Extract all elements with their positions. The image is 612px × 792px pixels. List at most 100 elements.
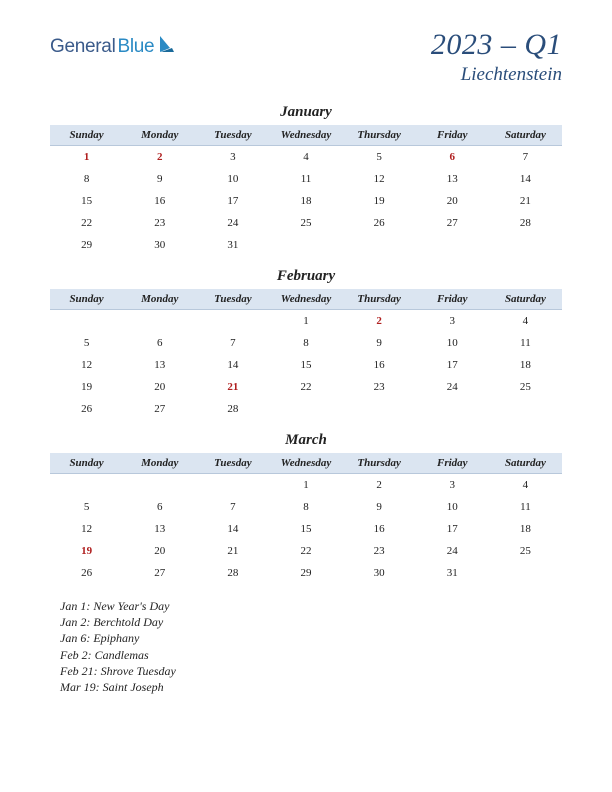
calendar-cell bbox=[489, 562, 562, 584]
calendar-cell: 23 bbox=[343, 376, 416, 398]
calendar-table: SundayMondayTuesdayWednesdayThursdayFrid… bbox=[50, 125, 562, 256]
calendar-cell: 26 bbox=[343, 212, 416, 234]
day-header: Monday bbox=[123, 125, 196, 146]
calendar-cell: 12 bbox=[50, 354, 123, 376]
day-header: Friday bbox=[416, 125, 489, 146]
calendar-cell: 21 bbox=[489, 190, 562, 212]
calendar-row: 19202122232425 bbox=[50, 540, 562, 562]
calendar-cell: 11 bbox=[489, 496, 562, 518]
calendar-cell bbox=[343, 398, 416, 420]
calendar-cell: 20 bbox=[123, 540, 196, 562]
calendar-cell: 28 bbox=[196, 398, 269, 420]
calendar-cell: 18 bbox=[269, 190, 342, 212]
holiday-item: Jan 1: New Year's Day bbox=[60, 598, 562, 614]
calendar-cell: 20 bbox=[123, 376, 196, 398]
calendar-cell bbox=[196, 474, 269, 497]
calendar-cell: 15 bbox=[269, 354, 342, 376]
calendar-cell bbox=[123, 310, 196, 333]
calendar-cell bbox=[269, 234, 342, 256]
calendar-cell: 15 bbox=[50, 190, 123, 212]
month-block: MarchSundayMondayTuesdayWednesdayThursda… bbox=[50, 432, 562, 584]
calendar-table: SundayMondayTuesdayWednesdayThursdayFrid… bbox=[50, 289, 562, 420]
calendar-cell: 25 bbox=[489, 540, 562, 562]
day-header: Tuesday bbox=[196, 125, 269, 146]
calendar-row: 1234 bbox=[50, 474, 562, 497]
day-header: Friday bbox=[416, 453, 489, 474]
calendar-cell: 13 bbox=[123, 518, 196, 540]
holiday-item: Jan 2: Berchtold Day bbox=[60, 614, 562, 630]
calendar-cell: 10 bbox=[416, 496, 489, 518]
calendar-row: 15161718192021 bbox=[50, 190, 562, 212]
calendar-cell: 15 bbox=[269, 518, 342, 540]
month-block: February SundayMondayTuesdayWednesdayThur… bbox=[50, 268, 562, 420]
calendar-cell: 9 bbox=[343, 332, 416, 354]
calendar-cell: 7 bbox=[489, 146, 562, 169]
calendar-cell: 19 bbox=[50, 376, 123, 398]
calendar-cell: 10 bbox=[416, 332, 489, 354]
calendar-row: 12131415161718 bbox=[50, 354, 562, 376]
calendar-cell: 18 bbox=[489, 354, 562, 376]
logo-sail-icon bbox=[158, 34, 176, 59]
calendar-cell: 22 bbox=[50, 212, 123, 234]
month-name: February bbox=[50, 268, 562, 285]
calendar-cell: 20 bbox=[416, 190, 489, 212]
calendar-row: 891011121314 bbox=[50, 168, 562, 190]
calendar-cell: 31 bbox=[196, 234, 269, 256]
calendar-cell: 4 bbox=[269, 146, 342, 169]
calendar-row: 1234 bbox=[50, 310, 562, 333]
calendar-cell: 10 bbox=[196, 168, 269, 190]
calendar-cell: 14 bbox=[489, 168, 562, 190]
calendar-cell: 17 bbox=[416, 354, 489, 376]
calendar-cell: 9 bbox=[343, 496, 416, 518]
day-header: Monday bbox=[123, 453, 196, 474]
calendar-cell: 16 bbox=[343, 518, 416, 540]
calendar-row: 12131415161718 bbox=[50, 518, 562, 540]
calendar-cell: 11 bbox=[489, 332, 562, 354]
calendar-cell: 6 bbox=[416, 146, 489, 169]
calendar-cell: 3 bbox=[416, 474, 489, 497]
day-header: Sunday bbox=[50, 289, 123, 310]
calendar-cell: 14 bbox=[196, 354, 269, 376]
calendar-cell: 5 bbox=[343, 146, 416, 169]
calendar-cell: 4 bbox=[489, 474, 562, 497]
calendar-cell: 9 bbox=[123, 168, 196, 190]
calendar-cell: 28 bbox=[489, 212, 562, 234]
calendar-cell: 7 bbox=[196, 496, 269, 518]
calendar-cell: 25 bbox=[489, 376, 562, 398]
logo-text-blue: Blue bbox=[118, 36, 155, 58]
day-header: Saturday bbox=[489, 125, 562, 146]
calendar-cell: 22 bbox=[269, 540, 342, 562]
months-container: JanuarySundayMondayTuesdayWednesdayThurs… bbox=[50, 104, 562, 584]
logo-text-general: General bbox=[50, 36, 116, 58]
day-header: Tuesday bbox=[196, 453, 269, 474]
calendar-row: 22232425262728 bbox=[50, 212, 562, 234]
page-subtitle: Liechtenstein bbox=[431, 64, 562, 86]
holiday-list: Jan 1: New Year's DayJan 2: Berchtold Da… bbox=[50, 598, 562, 695]
holiday-item: Feb 21: Shrove Tuesday bbox=[60, 663, 562, 679]
calendar-cell bbox=[489, 398, 562, 420]
calendar-cell bbox=[196, 310, 269, 333]
calendar-cell: 28 bbox=[196, 562, 269, 584]
day-header: Sunday bbox=[50, 453, 123, 474]
calendar-cell bbox=[489, 234, 562, 256]
holiday-item: Jan 6: Epiphany bbox=[60, 630, 562, 646]
calendar-cell: 16 bbox=[343, 354, 416, 376]
calendar-cell: 2 bbox=[343, 310, 416, 333]
calendar-cell: 7 bbox=[196, 332, 269, 354]
calendar-row: 1234567 bbox=[50, 146, 562, 169]
day-header: Friday bbox=[416, 289, 489, 310]
calendar-row: 567891011 bbox=[50, 496, 562, 518]
day-header: Thursday bbox=[343, 125, 416, 146]
calendar-cell: 4 bbox=[489, 310, 562, 333]
calendar-cell: 27 bbox=[123, 398, 196, 420]
calendar-cell: 3 bbox=[196, 146, 269, 169]
calendar-page: GeneralBlue 2023 – Q1 Liechtenstein Janu… bbox=[0, 0, 612, 792]
calendar-cell: 11 bbox=[269, 168, 342, 190]
calendar-cell: 16 bbox=[123, 190, 196, 212]
logo: GeneralBlue bbox=[50, 34, 176, 59]
calendar-cell: 13 bbox=[416, 168, 489, 190]
calendar-cell: 31 bbox=[416, 562, 489, 584]
day-header: Saturday bbox=[489, 453, 562, 474]
calendar-cell: 25 bbox=[269, 212, 342, 234]
calendar-cell: 21 bbox=[196, 540, 269, 562]
